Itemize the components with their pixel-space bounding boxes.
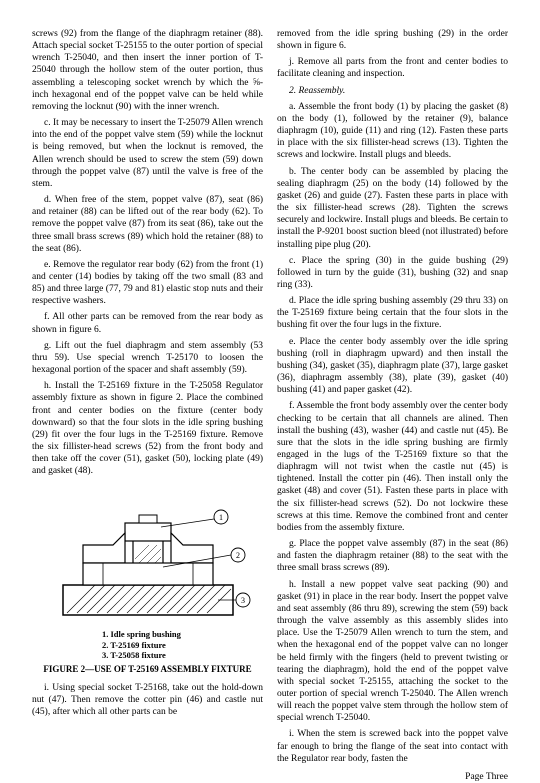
para-r2: j. Remove all parts from the front and c… bbox=[277, 56, 508, 80]
callout-2-text: 2 bbox=[236, 551, 240, 560]
para-l3: d. When free of the stem, poppet valve (… bbox=[32, 194, 263, 255]
para-r10: g. Place the poppet valve assembly (87) … bbox=[277, 538, 508, 574]
callout-3-text: 3 bbox=[241, 596, 245, 605]
para-r5: b. The center body can be assembled by p… bbox=[277, 166, 508, 251]
para-l2: c. It may be necessary to insert the T-2… bbox=[32, 117, 263, 190]
para-l4: e. Remove the regulator rear body (62) f… bbox=[32, 259, 263, 308]
figure-legend: 1. Idle spring bushing 2. T-25169 fixtur… bbox=[102, 629, 263, 660]
para-r9: f. Assemble the front body assembly over… bbox=[277, 400, 508, 534]
callout-1-text: 1 bbox=[219, 513, 223, 522]
assembly-fixture-diagram: 1 2 3 bbox=[43, 485, 253, 625]
para-r6: c. Place the spring (30) in the guide bu… bbox=[277, 255, 508, 291]
legend-item-3: 3. T-25058 fixture bbox=[102, 650, 263, 660]
para-r12: i. When the stem is screwed back into th… bbox=[277, 728, 508, 764]
right-column: removed from the idle spring bushing (29… bbox=[277, 28, 508, 783]
para-l1: screws (92) from the flange of the diaph… bbox=[32, 28, 263, 113]
legend-item-1: 1. Idle spring bushing bbox=[102, 629, 263, 639]
page-number: Page Three bbox=[277, 771, 508, 783]
para-r4: a. Assemble the front body (1) by placin… bbox=[277, 101, 508, 162]
legend-item-2: 2. T-25169 fixture bbox=[102, 640, 263, 650]
para-r3: 2. Reassembly. bbox=[277, 85, 508, 97]
figure-caption: FIGURE 2—USE OF T-25169 ASSEMBLY FIXTURE bbox=[32, 664, 263, 676]
para-l7: h. Install the T-25169 fixture in the T-… bbox=[32, 380, 263, 477]
figure-2: 1 2 3 1. Idle spring bushing 2. T-25169 … bbox=[32, 485, 263, 675]
para-l5: f. All other parts can be removed from t… bbox=[32, 311, 263, 335]
left-column: screws (92) from the flange of the diaph… bbox=[32, 28, 263, 783]
two-column-layout: screws (92) from the flange of the diaph… bbox=[32, 28, 508, 783]
para-r1: removed from the idle spring bushing (29… bbox=[277, 28, 508, 52]
para-r7: d. Place the idle spring bushing assembl… bbox=[277, 295, 508, 331]
para-r11: h. Install a new poppet valve seat packi… bbox=[277, 579, 508, 725]
para-l6: g. Lift out the fuel diaphragm and stem … bbox=[32, 340, 263, 376]
para-r8: e. Place the center body assembly over t… bbox=[277, 336, 508, 397]
